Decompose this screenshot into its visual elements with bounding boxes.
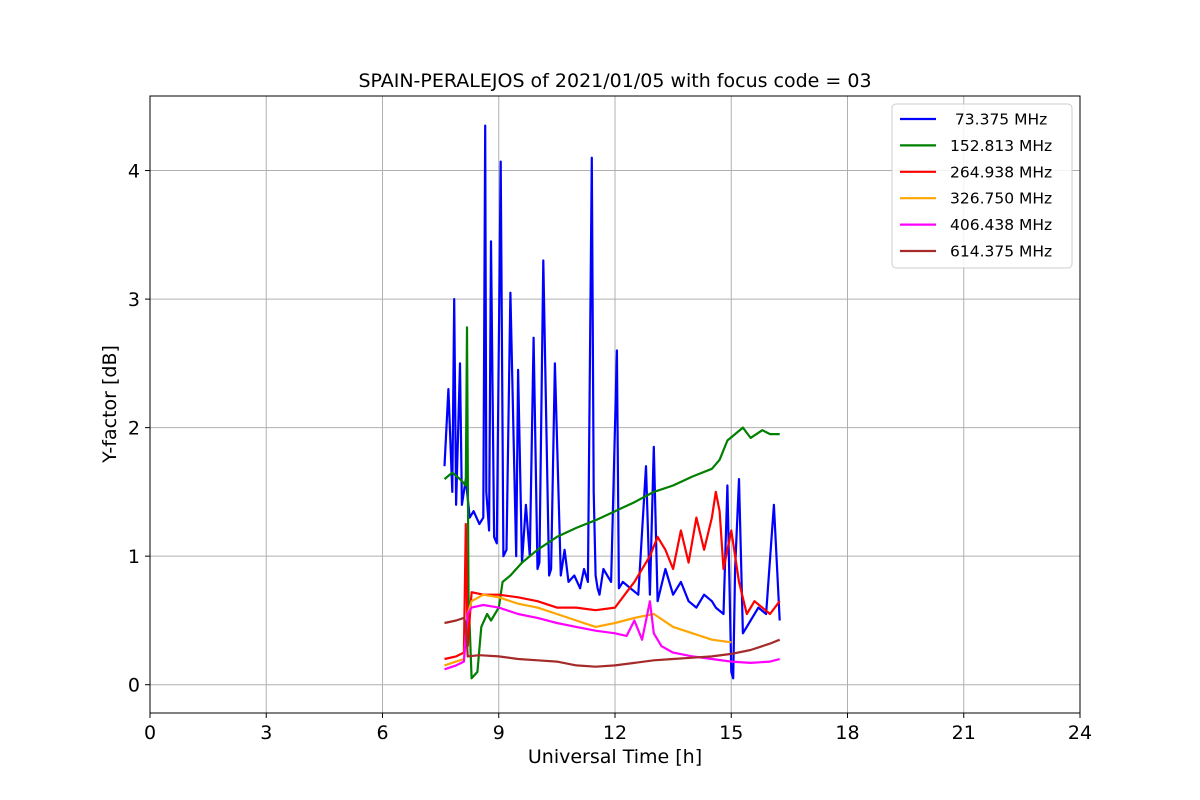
series-line-5 bbox=[444, 600, 780, 671]
y-tick-label: 2 bbox=[128, 418, 140, 440]
plot-series bbox=[443, 124, 781, 680]
legend-label: 614.375 MHz bbox=[950, 243, 1052, 261]
y-tick-label: 4 bbox=[128, 161, 140, 183]
series-line-6 bbox=[444, 616, 781, 668]
x-tick-label: 12 bbox=[603, 722, 627, 744]
x-tick-label: 24 bbox=[1068, 722, 1092, 744]
x-axis-label: Universal Time [h] bbox=[528, 746, 702, 768]
x-tick-label: 6 bbox=[376, 722, 388, 744]
y-tick-label: 3 bbox=[128, 289, 140, 311]
legend-label: 152.813 MHz bbox=[950, 137, 1052, 155]
series-line-3 bbox=[444, 490, 781, 661]
legend-label: 326.750 MHz bbox=[950, 190, 1052, 208]
legend-box bbox=[891, 103, 1073, 269]
x-tick-label: 21 bbox=[952, 722, 976, 744]
x-tick-label: 18 bbox=[835, 722, 859, 744]
legend-label: 73.375 MHz bbox=[950, 111, 1047, 129]
x-tick-label: 15 bbox=[719, 722, 743, 744]
y-tick-label: 1 bbox=[128, 546, 140, 568]
legend-label: 264.938 MHz bbox=[950, 163, 1052, 181]
y-axis-ticks: 0 1 2 3 4 bbox=[128, 161, 150, 697]
x-axis-ticks: 0 3 6 9 12 15 18 21 24 bbox=[144, 713, 1092, 744]
y-axis-label: Y-factor [dB] bbox=[99, 345, 121, 464]
x-tick-label: 3 bbox=[260, 722, 272, 744]
legend-label: 406.438 MHz bbox=[950, 216, 1052, 234]
x-tick-label: 0 bbox=[144, 722, 156, 744]
x-tick-label: 9 bbox=[493, 722, 505, 744]
series-line-1 bbox=[443, 124, 781, 680]
y-tick-label: 0 bbox=[128, 675, 140, 697]
legend: 73.375 MHz 152.813 MHz 264.938 MHz 326.750 … bbox=[891, 103, 1073, 269]
chart-title: SPAIN-PERALEJOS of 2021/01/05 with focus… bbox=[358, 70, 871, 92]
